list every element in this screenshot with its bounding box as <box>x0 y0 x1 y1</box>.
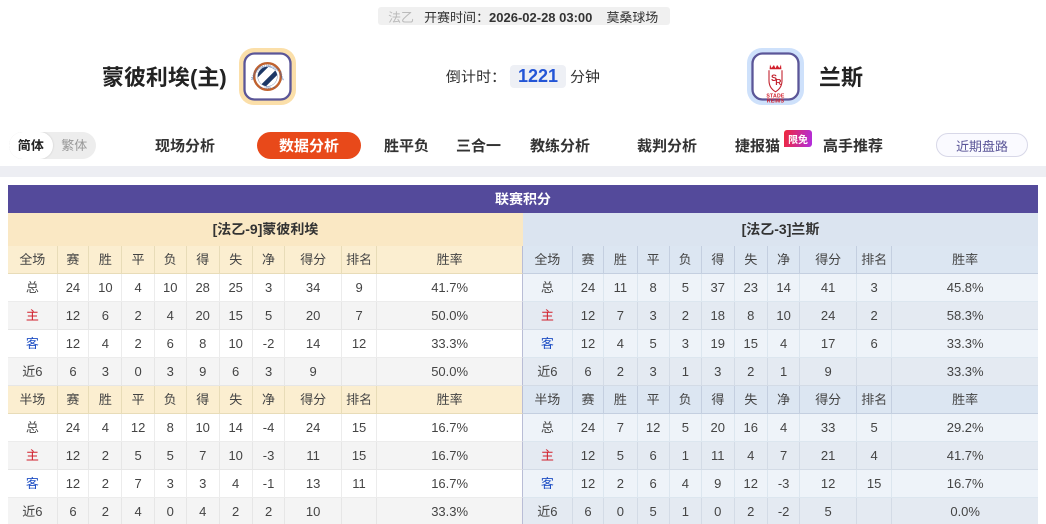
svg-text:R: R <box>775 77 782 87</box>
svg-text:REIMS: REIMS <box>767 98 785 104</box>
